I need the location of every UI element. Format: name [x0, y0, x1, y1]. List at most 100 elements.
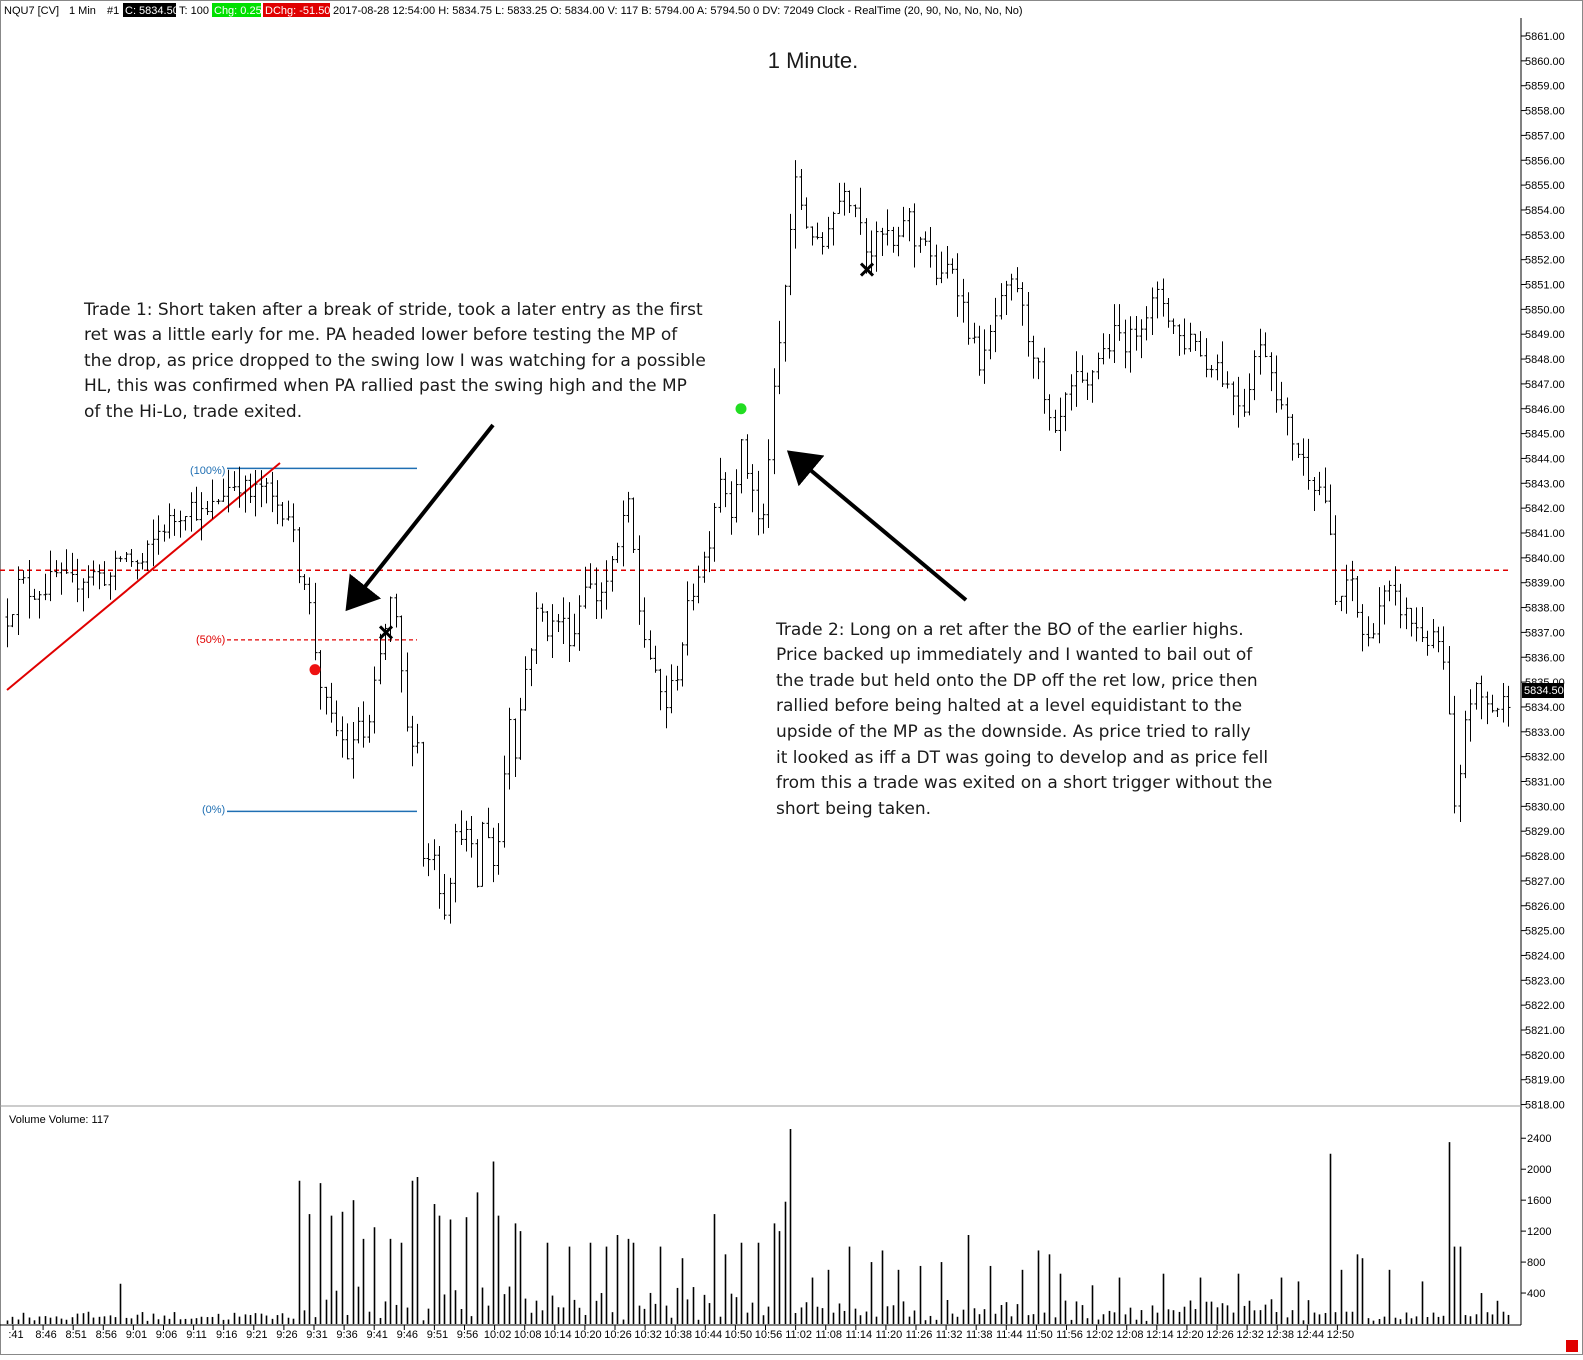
time-tick-label: 10:50	[725, 1329, 753, 1341]
trade2-line-1: Trade 2: Long on a ret after the BO of t…	[775, 620, 1244, 640]
time-tick-label: 11:44	[996, 1329, 1023, 1341]
time-tick-label: 10:32	[634, 1329, 662, 1341]
time-tick-label: 11:20	[876, 1329, 903, 1341]
trade1-line-2: ret was a little early for me. PA headed…	[84, 325, 678, 345]
time-tick-label: 9:56	[457, 1329, 478, 1341]
trade1-line-1: Trade 1: Short taken after a break of st…	[83, 300, 703, 320]
price-tick-label: 5818.00	[1525, 1100, 1565, 1112]
header-chart-number: #1	[107, 5, 119, 17]
last-price-tag	[1522, 683, 1564, 698]
volume-bars	[6, 1128, 1510, 1324]
header-bar: NQU7 [CV] 1 Min #1 C: 5834.50 T: 100 Chg…	[4, 3, 1023, 17]
trade2-line-5: upside of the MP as the downside. As pri…	[776, 722, 1251, 742]
price-tick-label: 5856.00	[1525, 155, 1565, 167]
price-tick-label: 5849.00	[1525, 329, 1565, 341]
last-price-tag-text: 5834.50	[1524, 685, 1564, 697]
trade1-arrow	[345, 423, 495, 612]
time-tick-label: 11:14	[845, 1329, 872, 1341]
time-axis: :41 8:46 8:51 8:56 9:01 9:06 9:11 9:16 9:21 9:26 9…	[8, 1325, 1354, 1341]
price-tick-label: 5846.00	[1525, 404, 1565, 416]
price-tick-label: 5837.00	[1525, 627, 1565, 639]
time-tick-label: 9:21	[246, 1329, 267, 1341]
time-tick-label: 9:41	[366, 1329, 387, 1341]
time-tick-label: 10:14	[544, 1329, 572, 1341]
time-tick-label: 12:02	[1086, 1329, 1114, 1341]
time-tick-label: 10:56	[755, 1329, 783, 1341]
price-tick-label: 5830.00	[1525, 801, 1565, 813]
price-tick-label: 5819.00	[1525, 1075, 1565, 1087]
trade2-note: Trade 2: Long on a ret after the BO of t…	[775, 620, 1272, 819]
volume-tick-label: 2000	[1527, 1164, 1551, 1176]
price-tick-label: 5827.00	[1525, 876, 1565, 888]
time-tick-label: 9:06	[156, 1329, 177, 1341]
price-tick-label: 5842.00	[1525, 503, 1565, 515]
time-tick-label: 12:26	[1206, 1329, 1234, 1341]
price-tick-label: 5833.00	[1525, 727, 1565, 739]
price-tick-label: 5843.00	[1525, 478, 1565, 490]
price-tick-label: 5840.00	[1525, 553, 1565, 565]
price-tick-label: 5825.00	[1525, 926, 1565, 938]
time-tick-label: 12:38	[1266, 1329, 1294, 1341]
time-tick-label: 11:56	[1056, 1329, 1083, 1341]
chart-title: 1 Minute.	[768, 48, 859, 73]
time-tick-label: 10:38	[664, 1329, 692, 1341]
price-tick-label: 5853.00	[1525, 230, 1565, 242]
exit-x-marker	[859, 262, 875, 277]
price-tick-label: 5828.00	[1525, 851, 1565, 863]
volume-axis: 400 800 1200 1600 2000 2400	[1521, 1133, 1551, 1300]
trade2-line-4: rallied before being halted at a level e…	[776, 696, 1242, 716]
price-tick-label: 5823.00	[1525, 975, 1565, 987]
time-tick-label: 8:56	[96, 1329, 117, 1341]
header-interval: 1 Min	[69, 5, 96, 17]
price-tick-label: 5838.00	[1525, 603, 1565, 615]
time-tick-label: 11:32	[936, 1329, 963, 1341]
price-tick-label: 5844.00	[1525, 453, 1565, 465]
time-tick-label: 9:11	[186, 1329, 207, 1341]
header-close: C: 5834.50	[125, 5, 179, 17]
price-tick-label: 5826.00	[1525, 901, 1565, 913]
fib-100-label: (100%)	[190, 465, 225, 477]
price-tick-label: 5847.00	[1525, 379, 1565, 391]
price-tick-label: 5860.00	[1525, 56, 1565, 68]
time-tick-label: 9:26	[276, 1329, 297, 1341]
time-tick-label: 12:20	[1176, 1329, 1204, 1341]
price-tick-label: 5822.00	[1525, 1000, 1565, 1012]
trade1-line-5: of the Hi-Lo, trade exited.	[84, 402, 302, 422]
volume-tick-label: 1600	[1527, 1195, 1551, 1207]
header-details: 2017-08-28 12:54:00 H: 5834.75 L: 5833.2…	[333, 5, 1023, 17]
time-tick-label: 12:32	[1236, 1329, 1264, 1341]
time-tick-label: 12:44	[1297, 1329, 1325, 1341]
price-tick-label: 5859.00	[1525, 81, 1565, 93]
time-tick-label: 8:51	[65, 1329, 86, 1341]
price-tick-label: 5834.00	[1525, 702, 1565, 714]
time-tick-label: 9:31	[306, 1329, 327, 1341]
price-tick-label: 5848.00	[1525, 354, 1565, 366]
price-tick-label: 5832.00	[1525, 752, 1565, 764]
time-tick-label: 11:38	[966, 1329, 993, 1341]
trade2-line-3: the trade but held onto the DP off the r…	[776, 671, 1258, 691]
trade1-line-3: the drop, as price dropped to the swing …	[84, 351, 706, 371]
reference-lines	[0, 462, 1510, 813]
price-tick-label: 5851.00	[1525, 280, 1565, 292]
fib-0-label: (0%)	[202, 804, 225, 816]
time-tick-label: 12:14	[1146, 1329, 1174, 1341]
price-tick-label: 5855.00	[1525, 180, 1565, 192]
volume-tick-label: 2400	[1527, 1133, 1551, 1145]
trade1-line-4: HL, this was confirmed when PA rallied p…	[84, 376, 687, 396]
volume-tick-label: 800	[1527, 1257, 1545, 1269]
header-tick: T: 100	[179, 5, 209, 17]
time-tick-label: 9:36	[336, 1329, 357, 1341]
time-tick-label: 10:08	[514, 1329, 542, 1341]
long-entry-dot	[735, 403, 747, 415]
price-tick-label: 5841.00	[1525, 528, 1565, 540]
price-tick-label: 5839.00	[1525, 578, 1565, 590]
price-tick-label: 5821.00	[1525, 1025, 1565, 1037]
short-entry-dot	[309, 664, 321, 676]
price-bars	[5, 160, 1511, 924]
header-change: Chg: 0.25	[214, 5, 262, 17]
time-tick-label: 8:46	[35, 1329, 56, 1341]
exit-x-marker	[378, 625, 394, 640]
time-tick-label: 12:50	[1327, 1329, 1355, 1341]
trend-line	[6, 462, 281, 691]
